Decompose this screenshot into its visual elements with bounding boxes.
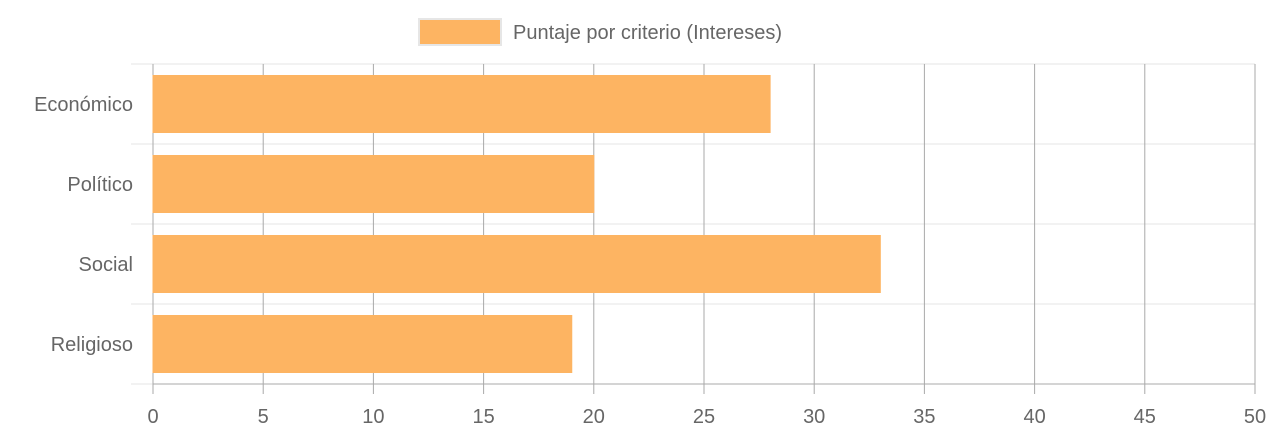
x-tick-label: 40: [1023, 406, 1045, 428]
x-tick-label: 20: [583, 406, 605, 428]
legend-swatch: [418, 18, 502, 46]
bar-politico[interactable]: [152, 155, 595, 213]
x-tick-label: 30: [803, 406, 825, 428]
x-tick-label: 35: [913, 406, 935, 428]
x-tick-label: 25: [693, 406, 715, 428]
bar-economico[interactable]: [152, 75, 771, 133]
legend-label: Puntaje por criterio (Intereses): [513, 22, 782, 44]
bar-religioso[interactable]: [152, 315, 573, 373]
x-tick-label: 10: [362, 406, 384, 428]
x-tick-label: 45: [1134, 406, 1156, 428]
x-tick-label: 15: [472, 406, 494, 428]
x-tick-label: 5: [258, 406, 269, 428]
bar-social[interactable]: [152, 235, 881, 293]
y-tick-label: Político: [67, 174, 133, 196]
y-tick-label: Económico: [34, 94, 133, 116]
legend[interactable]: Puntaje por criterio (Intereses): [418, 18, 782, 46]
x-tick-label: 50: [1244, 406, 1266, 428]
bars: [152, 75, 881, 373]
y-tick-label: Social: [79, 254, 133, 276]
x-axis-labels: 0 5 10 15 20 25 30 35 40 45 50: [147, 406, 1266, 428]
y-axis-labels: Económico Político Social Religioso: [34, 94, 133, 356]
y-tick-label: Religioso: [51, 334, 133, 356]
x-tick-label: 0: [147, 406, 158, 428]
